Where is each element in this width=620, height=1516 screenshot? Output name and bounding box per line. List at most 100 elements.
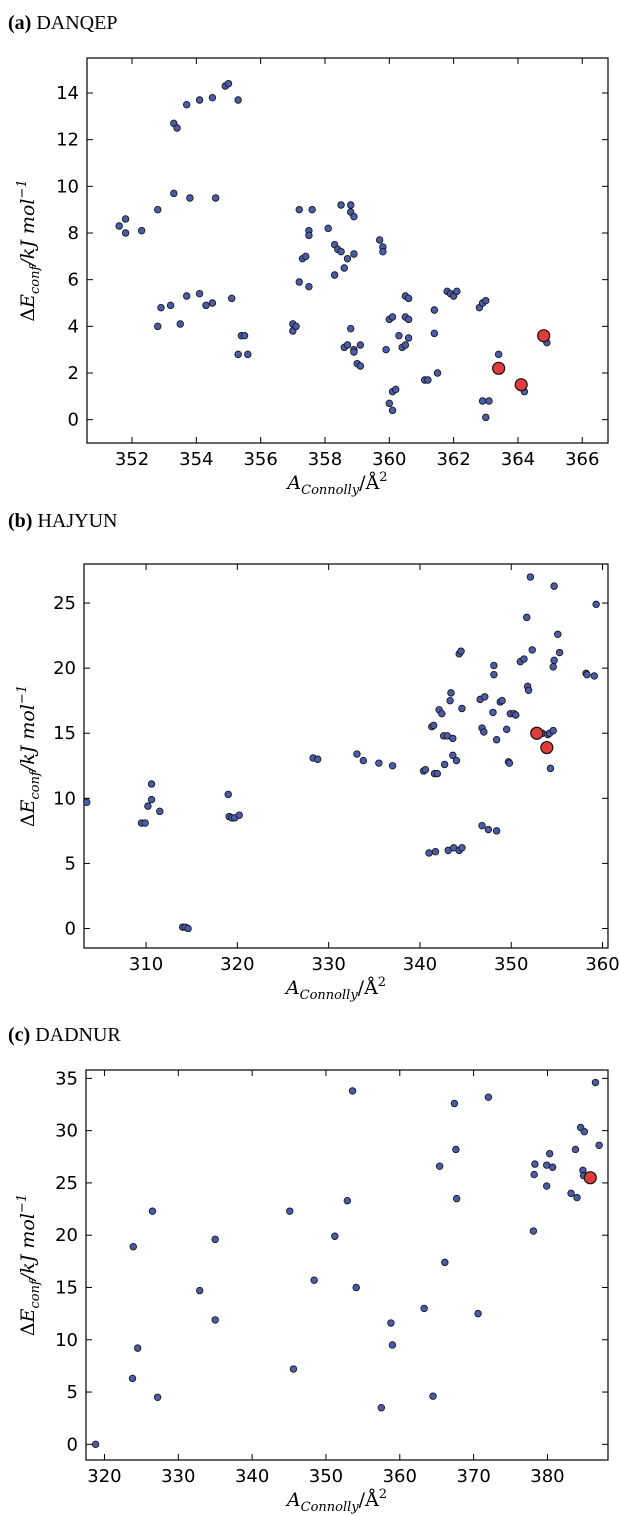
data-point (591, 1078, 600, 1087)
data-point (433, 769, 441, 778)
data-point (482, 296, 490, 305)
data-point (550, 656, 558, 665)
data-point (474, 1309, 482, 1318)
y-tick-label: 10 (53, 788, 76, 809)
data-point (353, 750, 361, 758)
y-tick-label: 0 (67, 1434, 78, 1455)
y-axis-title: ΔEconf/kJ mol−1 (15, 179, 43, 321)
data-point (457, 647, 465, 655)
highlight-point (583, 1171, 597, 1185)
data-point (170, 189, 178, 198)
panel-a: (a) DANQEP 352 354 356 358 360 362 364 366 0 2 4 6 8… (0, 0, 620, 498)
data-point (583, 670, 591, 679)
data-point (350, 250, 358, 258)
data-point (446, 696, 454, 705)
data-point (234, 350, 242, 359)
data-point (545, 1149, 554, 1158)
data-point (137, 226, 146, 235)
data-point (401, 341, 410, 349)
data-point (549, 726, 557, 735)
data-point (211, 1316, 219, 1324)
data-point (388, 313, 397, 321)
data-point (492, 736, 501, 744)
data-point (441, 1258, 449, 1267)
panel-name: DADNUR (35, 1024, 121, 1046)
x-tick-label: 360 (585, 954, 619, 975)
y-tick-label: 5 (67, 1382, 78, 1403)
y-tick-label: 10 (56, 176, 79, 197)
data-point (154, 322, 162, 331)
data-point (195, 96, 204, 104)
data-point (480, 728, 488, 736)
x-tick-label: 362 (436, 449, 470, 470)
data-point (331, 1232, 339, 1240)
data-point (314, 755, 322, 763)
panel-b: (b) HAJYUN 310 320 330 340 350 360 0 5 10 15 20 25 A… (0, 498, 620, 1018)
x-axis-title: AConnolly/Å2 (285, 470, 387, 498)
panel-name: DANQEP (36, 12, 118, 34)
data-point (186, 194, 194, 202)
data-point (295, 205, 303, 214)
data-point (430, 306, 439, 314)
data-point (388, 762, 397, 770)
data-point (490, 661, 498, 670)
y-tick-label: 6 (68, 270, 79, 291)
data-point (567, 1189, 575, 1198)
x-tick-label: 358 (308, 449, 342, 470)
data-point (292, 322, 300, 331)
x-tick-label: 350 (309, 1466, 343, 1487)
data-point (484, 1093, 493, 1101)
x-tick-label: 330 (161, 1466, 195, 1487)
x-tick-label: 310 (129, 954, 163, 975)
data-point (348, 1087, 357, 1095)
y-tick-label: 20 (55, 1225, 78, 1246)
data-point (546, 764, 555, 773)
data-point (295, 278, 303, 286)
data-point (375, 236, 384, 244)
data-point (489, 708, 497, 717)
y-tick-label: 0 (65, 918, 76, 939)
x-tick-label: 370 (456, 1466, 490, 1487)
data-point (498, 696, 506, 705)
data-point (240, 331, 249, 340)
data-point (485, 397, 493, 405)
data-point (555, 648, 564, 657)
data-point (502, 725, 511, 734)
data-point (429, 721, 438, 730)
data-point (153, 1393, 162, 1401)
data-point (166, 301, 175, 310)
data-point (176, 320, 184, 328)
data-point (128, 1374, 137, 1383)
data-point (520, 655, 528, 663)
data-point (458, 704, 466, 713)
data-point (395, 331, 403, 340)
data-point (343, 254, 352, 263)
data-point (484, 825, 493, 834)
y-tick-label: 20 (53, 658, 76, 679)
y-tick-label: 15 (55, 1277, 78, 1298)
scatter-plot-danqep: 352 354 356 358 360 362 364 366 0 2 4 6 8 10 12 14 AConn… (15, 57, 609, 498)
panel-c: (c) DADNUR 320 330 340 350 360 370 380 0 5 10 15 20… (0, 1016, 620, 1516)
scatter-plot-dadnur: 320 330 340 350 360 370 380 0 5 10 15 20 25 30 35 AConn… (15, 1068, 609, 1515)
y-tick-label: 25 (53, 593, 76, 614)
data-point (392, 385, 400, 394)
data-point (430, 329, 439, 338)
data-point (154, 205, 162, 214)
data-point (121, 229, 130, 237)
data-point (308, 205, 316, 214)
data-point (115, 222, 123, 230)
data-point (347, 324, 355, 333)
data-point (184, 924, 192, 933)
data-point (228, 294, 236, 303)
data-point (512, 711, 520, 719)
data-point (211, 1235, 219, 1244)
data-point (524, 686, 533, 694)
plot-frame (83, 563, 609, 949)
data-point (385, 399, 394, 408)
x-tick-label: 366 (565, 449, 599, 470)
data-point (549, 663, 557, 671)
data-point (305, 282, 313, 291)
data-point (356, 341, 365, 349)
x-tick-label: 340 (235, 1466, 269, 1487)
x-tick-label: 352 (115, 449, 149, 470)
